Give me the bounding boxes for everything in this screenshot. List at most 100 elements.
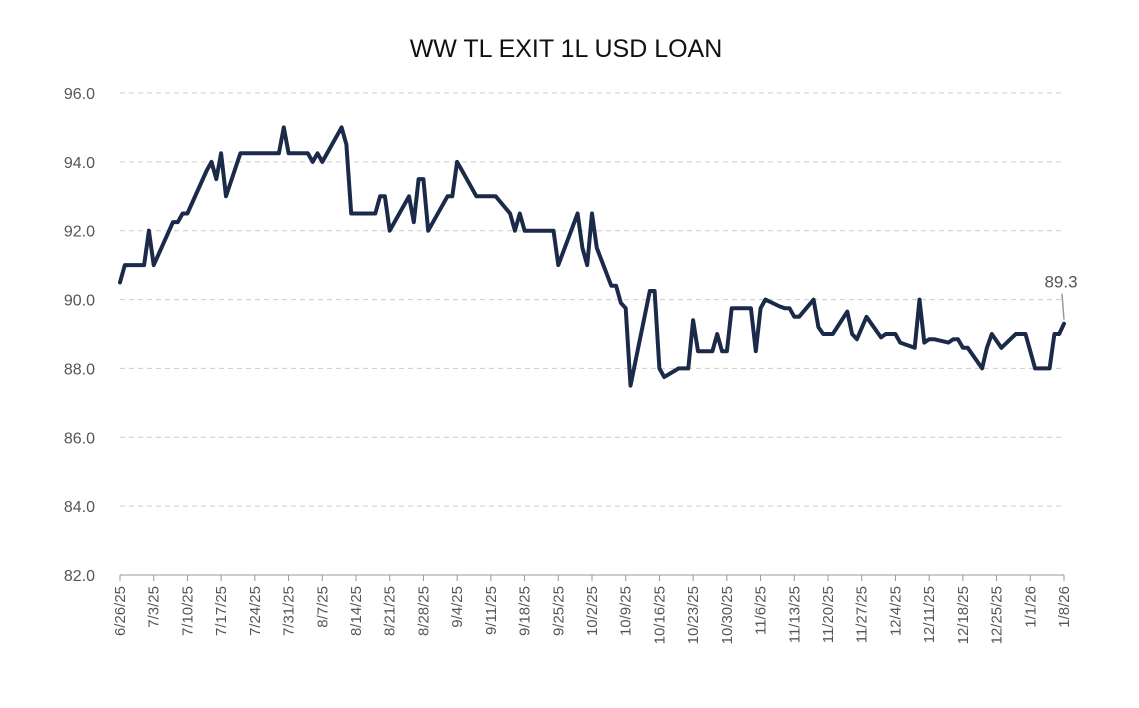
data-point — [291, 151, 295, 155]
data-point — [913, 346, 917, 350]
x-tick-label: 11/27/25 — [854, 586, 871, 643]
data-point — [446, 194, 450, 198]
data-point — [744, 306, 748, 310]
x-tick-label: 10/16/25 — [651, 586, 668, 644]
data-point — [893, 332, 897, 336]
x-tick-label: 12/18/25 — [955, 586, 972, 644]
data-point — [238, 151, 242, 155]
x-tick-label: 11/13/25 — [786, 586, 803, 643]
x-tick-label: 7/3/25 — [146, 586, 163, 628]
data-point — [999, 346, 1003, 350]
data-point — [792, 315, 796, 319]
y-tick-label: 84.0 — [64, 499, 95, 516]
x-tick-label: 6/26/25 — [112, 586, 129, 636]
data-point — [152, 263, 156, 267]
data-point — [1062, 322, 1066, 326]
data-point — [460, 169, 464, 173]
data-point — [224, 194, 228, 198]
data-point — [730, 306, 734, 310]
data-point — [653, 289, 657, 293]
data-point — [316, 151, 320, 155]
data-point — [826, 332, 830, 336]
data-point — [682, 366, 686, 370]
y-tick-label: 92.0 — [64, 224, 95, 241]
data-point — [171, 220, 175, 224]
data-point — [412, 220, 416, 224]
data-point — [590, 212, 594, 216]
data-point — [243, 151, 247, 155]
data-point — [985, 346, 989, 350]
data-point — [980, 366, 984, 370]
data-point — [797, 315, 801, 319]
data-point — [624, 306, 628, 310]
series-line — [118, 125, 1066, 388]
data-point — [614, 284, 618, 288]
data-point — [749, 306, 753, 310]
data-point — [373, 212, 377, 216]
y-tick-label: 96.0 — [64, 86, 95, 103]
x-tick-label: 12/11/25 — [921, 586, 938, 643]
data-point — [508, 212, 512, 216]
x-tick-label: 9/4/25 — [449, 586, 466, 628]
data-point — [879, 335, 883, 339]
data-point — [118, 280, 122, 284]
y-tick-label: 88.0 — [64, 361, 95, 378]
x-tick-label: 10/23/25 — [685, 586, 702, 644]
data-point — [185, 212, 189, 216]
data-point — [696, 349, 700, 353]
x-tick-label: 9/18/25 — [517, 586, 534, 636]
data-point — [932, 337, 936, 341]
data-point — [648, 289, 652, 293]
data-point — [691, 318, 695, 322]
data-point — [272, 151, 276, 155]
y-tick-label: 94.0 — [64, 155, 95, 172]
data-point — [354, 212, 358, 216]
data-point — [552, 229, 556, 233]
data-point — [956, 337, 960, 341]
data-point — [961, 346, 965, 350]
x-tick-label: 12/25/25 — [989, 586, 1006, 644]
x-tick-label: 8/28/25 — [415, 586, 432, 636]
data-point — [484, 194, 488, 198]
data-point — [850, 332, 854, 336]
data-point — [580, 246, 584, 250]
data-point — [306, 151, 310, 155]
data-point — [320, 160, 324, 164]
data-point — [855, 337, 859, 341]
data-point — [277, 151, 281, 155]
data-point — [788, 306, 792, 310]
chart-title: WW TL EXIT 1L USD LOAN — [410, 35, 723, 63]
data-point — [927, 337, 931, 341]
x-tick-label: 8/14/25 — [348, 586, 365, 636]
data-point — [489, 194, 493, 198]
y-tick-label: 90.0 — [64, 293, 95, 310]
data-point — [494, 194, 498, 198]
data-point — [918, 298, 922, 302]
data-point — [1052, 332, 1056, 336]
x-tick-label: 7/10/25 — [179, 586, 196, 636]
data-point — [407, 194, 411, 198]
x-tick-label: 10/9/25 — [618, 586, 635, 636]
data-point — [426, 229, 430, 233]
data-point — [147, 229, 151, 233]
data-point — [282, 125, 286, 129]
data-point — [344, 143, 348, 147]
data-point — [662, 375, 666, 379]
data-point — [474, 194, 478, 198]
data-point — [816, 325, 820, 329]
data-point — [219, 151, 223, 155]
data-point — [1057, 332, 1061, 336]
data-point — [922, 341, 926, 345]
data-point — [393, 220, 397, 224]
data-point — [214, 177, 218, 181]
data-point — [181, 212, 185, 216]
data-point — [287, 151, 291, 155]
data-point — [258, 151, 262, 155]
data-point — [311, 160, 315, 164]
data-point — [388, 229, 392, 233]
axis-layer — [119, 574, 1065, 581]
data-point — [845, 310, 849, 314]
data-point — [990, 332, 994, 336]
data-point — [556, 263, 560, 267]
y-tick-label: 82.0 — [64, 568, 95, 585]
